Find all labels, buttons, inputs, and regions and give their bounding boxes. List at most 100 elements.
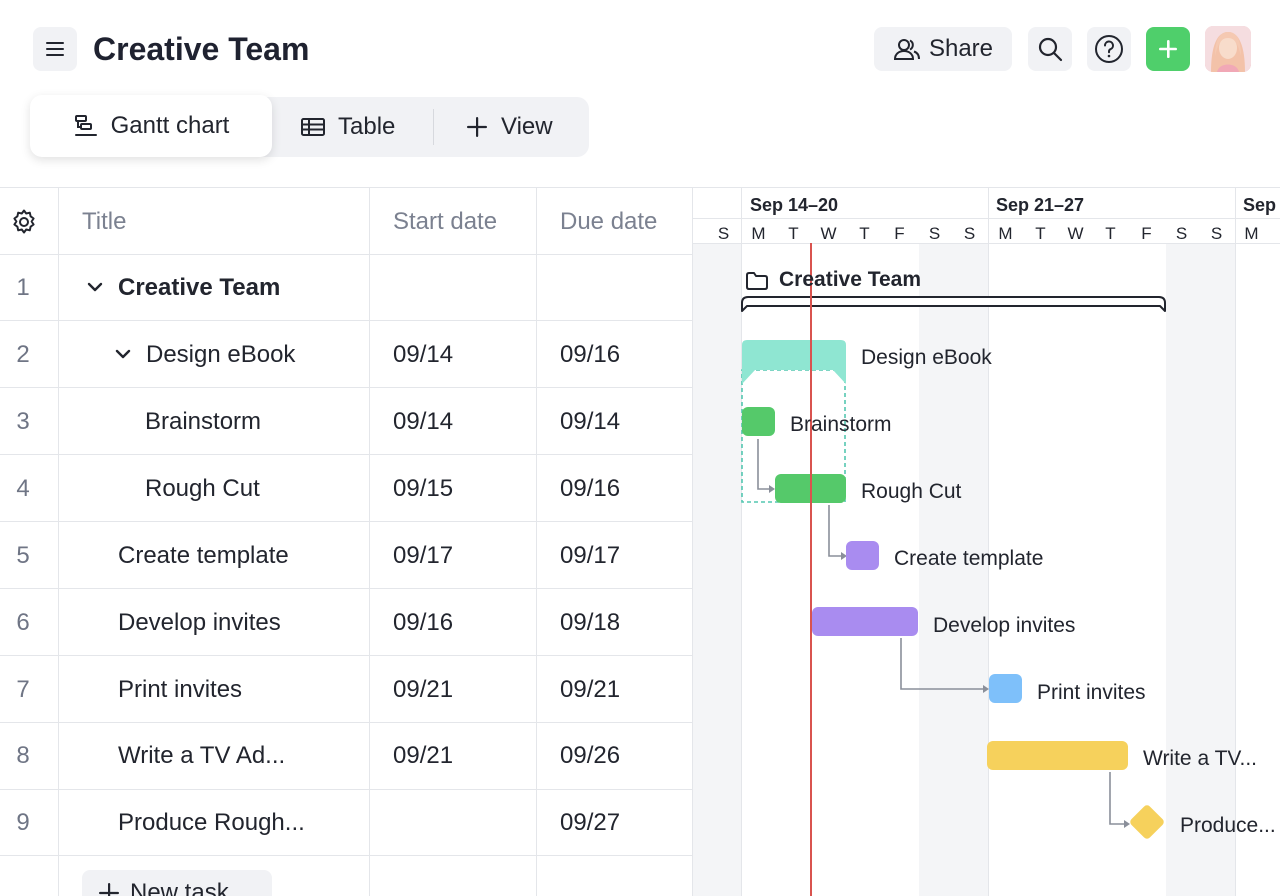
task-title: Write a TV Ad... [118,742,286,769]
week-label: Sep 21–27 [996,195,1085,215]
task-bar-develop-invites [812,607,918,636]
gantt-chart: Sep 14–20 Sep 21–27 Sep S M T W T F S S … [693,187,1280,896]
due-date[interactable]: 09/17 [560,542,621,569]
bar-label: Design eBook [861,346,992,369]
start-date[interactable]: 09/14 [393,408,454,435]
bar-label: Create template [894,547,1044,570]
day-label: W [1067,224,1084,243]
due-date[interactable]: 09/21 [560,676,621,703]
start-date[interactable]: 09/15 [393,475,454,502]
due-date[interactable]: 09/27 [560,809,621,836]
help-icon [1095,35,1123,63]
bar-label: Brainstorm [790,413,892,436]
help-button[interactable] [1087,27,1131,71]
due-date[interactable]: 09/18 [560,609,621,636]
users-icon [893,39,920,60]
dependency-arrow [841,552,847,560]
table-settings-button[interactable] [10,208,38,241]
due-date[interactable]: 09/26 [560,742,621,769]
row-number: 3 [16,408,30,435]
tab-add-view[interactable]: View [465,97,553,157]
task-title: Develop invites [118,609,281,636]
plus-icon [99,883,119,896]
day-label: T [1105,224,1116,243]
weekend-band [919,243,989,896]
folder-icon [746,272,768,290]
bar-label: Write a TV... [1143,747,1257,770]
chevron-down-icon[interactable] [114,347,132,361]
share-button[interactable]: Share [874,27,1012,71]
column-header-due-date[interactable]: Due date [560,208,658,235]
page-title: Creative Team [93,31,310,67]
start-date[interactable]: 09/14 [393,341,454,368]
day-label: W [820,224,837,243]
row-number: 9 [16,809,30,836]
day-label: S [928,224,941,243]
row-number: 2 [16,341,30,368]
day-label: S [717,224,730,243]
share-label: Share [928,35,994,62]
task-title: Design eBook [146,341,296,368]
day-label: F [1141,224,1152,243]
start-date[interactable]: 09/17 [393,542,454,569]
plus-icon [1159,40,1177,58]
day-label: M [751,224,766,243]
search-icon [1038,37,1063,62]
gantt-bars [741,243,1166,896]
task-bar-create-template [846,541,879,570]
dependency-arrow [900,638,986,690]
due-date[interactable]: 09/16 [560,475,621,502]
bar-label: Develop invites [933,614,1076,637]
gear-icon [13,209,35,234]
day-label: T [859,224,870,243]
plus-icon [467,117,487,137]
task-bar-brainstorm [742,407,775,436]
week-label: Sep [1243,195,1277,215]
new-task-label: New task [130,879,229,896]
day-label: F [894,224,905,243]
start-date[interactable]: 09/21 [393,742,454,769]
avatar[interactable] [1205,26,1251,72]
menu-button[interactable] [33,27,77,71]
column-header-start-date[interactable]: Start date [393,208,498,235]
task-title: Brainstorm [145,408,262,435]
add-button[interactable] [1146,27,1190,71]
week-label: Sep 14–20 [750,195,839,215]
search-button[interactable] [1028,27,1072,71]
bar-label: Print invites [1037,681,1146,704]
day-label: M [998,224,1013,243]
dependency-arrow [757,439,773,490]
row-number: 6 [16,609,30,636]
day-label: T [1035,224,1046,243]
task-title: Produce Rough... [118,809,305,836]
group-label: Creative Team [779,268,922,291]
start-date[interactable]: 09/16 [393,609,454,636]
tab-label: Table [338,113,396,140]
day-label: M [1244,224,1259,243]
chevron-down-icon[interactable] [86,280,104,294]
bar-label: Produce... [1180,814,1276,837]
due-date[interactable]: 09/16 [560,341,621,368]
group-bracket [741,296,1166,312]
column-header-title[interactable]: Title [82,208,127,235]
row-number: 5 [16,542,30,569]
tab-gantt-chart[interactable]: Gantt chart [30,95,272,157]
start-date[interactable]: 09/21 [393,676,454,703]
task-bar-print-invites [989,674,1022,703]
due-date[interactable]: 09/14 [560,408,621,435]
tab-table[interactable]: Table [300,97,395,157]
task-title: Print invites [118,676,243,703]
row-number: 8 [16,742,30,769]
task-title: Create template [118,542,289,569]
tab-label: View [501,113,553,140]
new-task-button[interactable]: New task [82,870,272,896]
task-title: Rough Cut [145,475,260,502]
dependency-arrow [983,685,989,693]
row-number: 4 [16,475,30,502]
today-line [810,243,812,896]
weekend-band [1166,243,1236,896]
gantt-icon [74,115,97,136]
dependency-arrow [1109,772,1126,825]
milestone-produce [1130,805,1164,839]
day-label: S [1210,224,1223,243]
